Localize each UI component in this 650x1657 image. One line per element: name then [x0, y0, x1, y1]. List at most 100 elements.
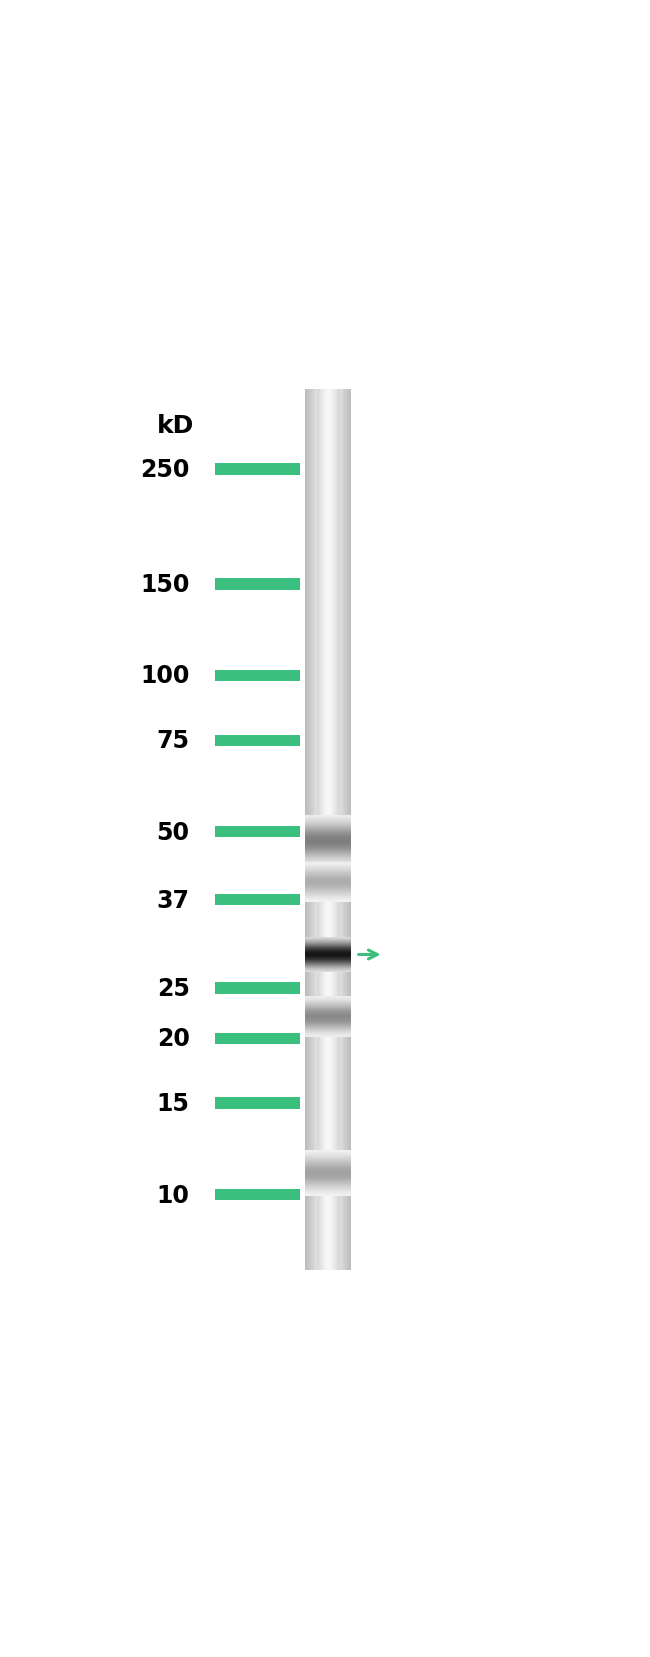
- Bar: [306, 1110, 351, 1112]
- Bar: [306, 930, 351, 931]
- Bar: [306, 635, 351, 636]
- Bar: [306, 1231, 351, 1233]
- Bar: [306, 456, 351, 459]
- Bar: [306, 1125, 351, 1127]
- Bar: [306, 401, 351, 403]
- Bar: [306, 1236, 351, 1238]
- Bar: [306, 666, 351, 668]
- Bar: [306, 540, 351, 542]
- Bar: [306, 1069, 351, 1070]
- Bar: [306, 1170, 351, 1171]
- Bar: [306, 522, 351, 525]
- Bar: [306, 673, 351, 674]
- Bar: [306, 532, 351, 534]
- Bar: [306, 515, 351, 519]
- Bar: [306, 494, 351, 495]
- Bar: [306, 973, 351, 976]
- Bar: [306, 467, 351, 469]
- Bar: [306, 903, 351, 905]
- Bar: [306, 727, 351, 729]
- Bar: [306, 1006, 351, 1009]
- Bar: [306, 492, 351, 494]
- Bar: [306, 1220, 351, 1223]
- Bar: [306, 989, 351, 991]
- Bar: [306, 500, 351, 502]
- Bar: [306, 595, 351, 597]
- Bar: [306, 1097, 351, 1099]
- Bar: [306, 694, 351, 696]
- Bar: [306, 603, 351, 606]
- Bar: [306, 1205, 351, 1206]
- Bar: [306, 1196, 351, 1198]
- Bar: [306, 568, 351, 570]
- Bar: [306, 756, 351, 757]
- Bar: [306, 582, 351, 583]
- Bar: [306, 653, 351, 655]
- Bar: [306, 774, 351, 775]
- Bar: [306, 553, 351, 555]
- Bar: [306, 588, 351, 590]
- Bar: [306, 1216, 351, 1218]
- Bar: [306, 1243, 351, 1244]
- Bar: [306, 1246, 351, 1249]
- Bar: [306, 1157, 351, 1158]
- Bar: [306, 868, 351, 870]
- Bar: [306, 601, 351, 603]
- Bar: [306, 555, 351, 557]
- Bar: [306, 828, 351, 830]
- Bar: [306, 689, 351, 691]
- Bar: [306, 615, 351, 616]
- Bar: [306, 1057, 351, 1059]
- Bar: [306, 1123, 351, 1125]
- Bar: [306, 978, 351, 979]
- Bar: [306, 1152, 351, 1153]
- Bar: [306, 563, 351, 567]
- Bar: [306, 757, 351, 761]
- Bar: [306, 466, 351, 467]
- Bar: [306, 888, 351, 890]
- Bar: [306, 729, 351, 731]
- Bar: [306, 428, 351, 429]
- Bar: [306, 961, 351, 963]
- Bar: [306, 426, 351, 428]
- Bar: [306, 858, 351, 862]
- Bar: [306, 481, 351, 482]
- Bar: [306, 1052, 351, 1056]
- Bar: [306, 948, 351, 949]
- Bar: [306, 1117, 351, 1118]
- Bar: [306, 587, 351, 588]
- Bar: [306, 986, 351, 989]
- Bar: [306, 696, 351, 698]
- Bar: [306, 681, 351, 683]
- Bar: [306, 640, 351, 641]
- Bar: [306, 782, 351, 784]
- Bar: [306, 771, 351, 774]
- Bar: [306, 1147, 351, 1150]
- Bar: [306, 656, 351, 659]
- Bar: [306, 1244, 351, 1246]
- Bar: [306, 479, 351, 481]
- Bar: [306, 514, 351, 515]
- Bar: [306, 583, 351, 587]
- Bar: [306, 1064, 351, 1065]
- Bar: [306, 1089, 351, 1090]
- Bar: [306, 802, 351, 804]
- Bar: [306, 626, 351, 628]
- Bar: [306, 1163, 351, 1165]
- Bar: [306, 650, 351, 653]
- Bar: [306, 414, 351, 416]
- Bar: [306, 1185, 351, 1186]
- Bar: [306, 486, 351, 487]
- Bar: [306, 747, 351, 749]
- Bar: [306, 956, 351, 958]
- Bar: [306, 1049, 351, 1051]
- Bar: [306, 1200, 351, 1203]
- Bar: [306, 472, 351, 474]
- Bar: [214, 1097, 300, 1109]
- Bar: [306, 1002, 351, 1004]
- Bar: [306, 767, 351, 769]
- Bar: [306, 1077, 351, 1079]
- Bar: [306, 769, 351, 771]
- Bar: [306, 1253, 351, 1256]
- Text: 75: 75: [157, 729, 190, 752]
